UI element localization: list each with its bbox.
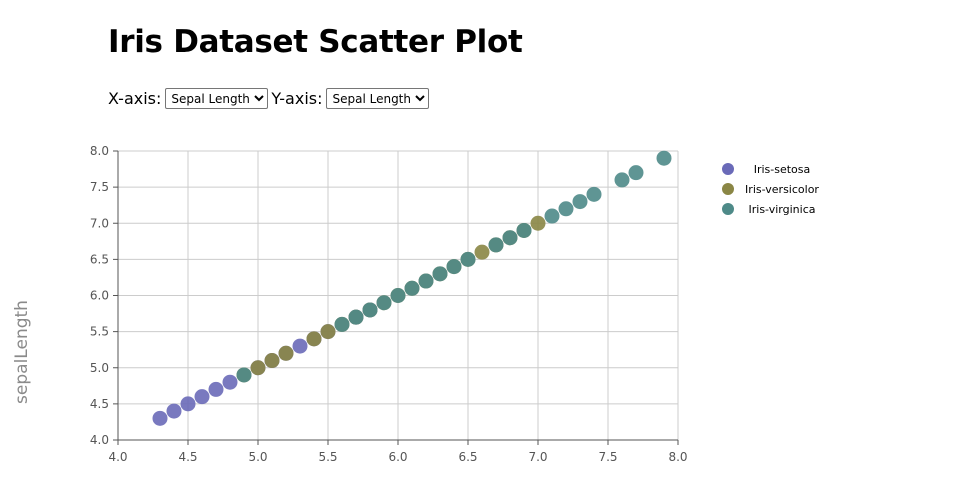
data-point [194,389,210,405]
y-tick-label: 7.0 [90,216,109,230]
data-point [306,331,322,347]
y-tick-label: 5.5 [90,325,109,339]
data-point [208,381,224,397]
data-point [614,172,630,188]
data-point [180,396,196,412]
grid [117,150,679,441]
x-tick-label: 6.0 [388,450,407,464]
data-point [488,237,504,253]
y-tick-label: 4.0 [90,433,109,447]
data-point [656,150,672,166]
data-points [152,150,672,426]
x-axis-label: X-axis: [108,89,162,108]
data-point [432,266,448,282]
data-point [404,280,420,296]
data-point [628,165,644,181]
y-tick-label: 4.5 [90,397,109,411]
y-axis-label: Y-axis: [271,89,323,108]
data-point [264,353,280,369]
legend-swatch [722,163,734,175]
x-tick-label: 6.5 [458,450,477,464]
data-point [460,251,476,267]
x-tick-label: 4.0 [108,450,127,464]
legend-label: Iris-virginica [749,203,816,216]
y-tick-label: 8.0 [90,144,109,158]
y-tick-label: 6.0 [90,289,109,303]
legend-swatch [722,183,734,195]
data-point [376,295,392,311]
x-tick-label: 4.5 [178,450,197,464]
data-point [390,288,406,303]
data-point [292,338,308,354]
data-point [474,244,490,260]
x-tick-label: 7.5 [598,450,617,464]
data-point [250,360,266,376]
data-point [418,273,434,289]
data-point [446,259,462,275]
data-point [544,208,560,224]
x-axis-select[interactable]: Sepal Length [165,88,269,109]
data-point [166,403,182,419]
data-point [530,215,546,231]
axes: 4.0 4.5 5.0 5.5 6.0 6.5 7.0 7.5 8.0 4.0 4.5 5.0 5.5 6… [90,144,688,464]
x-tick-label: 8.0 [668,450,687,464]
y-tick-label: 7.5 [90,180,109,194]
legend-label: Iris-versicolor [745,183,819,196]
data-point [334,316,350,332]
data-point [558,201,574,217]
data-point [362,302,378,318]
y-tick-label: 5.0 [90,361,109,375]
data-point [516,222,532,238]
y-axis-title: sepalLength [12,300,32,404]
data-point [236,367,252,383]
axis-controls: X-axis: Sepal Length Y-axis: Sepal Lengt… [108,88,432,109]
y-tick-label: 6.5 [90,252,109,266]
data-point [278,345,294,361]
page-title: Iris Dataset Scatter Plot [108,24,523,60]
data-point [586,186,602,202]
x-tick-label: 5.0 [248,450,267,464]
x-tick-label: 5.5 [318,450,337,464]
data-point [348,309,364,325]
legend-label: Iris-setosa [754,163,811,176]
data-point [572,194,588,210]
legend-swatch [722,203,734,215]
data-point [152,410,168,426]
data-point [320,324,336,340]
x-tick-label: 7.0 [528,450,547,464]
data-point [222,374,238,390]
y-axis-select[interactable]: Sepal Length [326,88,430,109]
legend: Iris-setosa Iris-versicolor Iris-virginica [722,163,819,216]
data-point [502,230,518,246]
